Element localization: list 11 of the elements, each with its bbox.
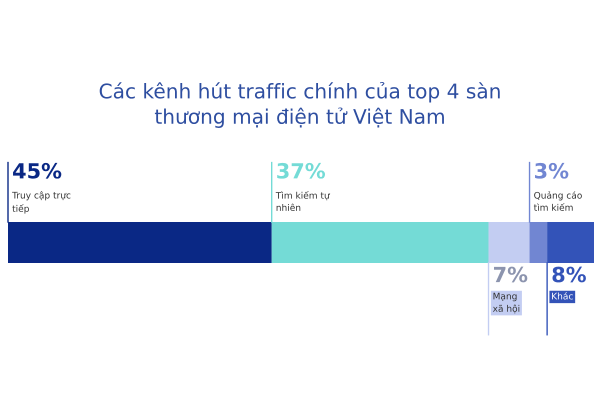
series-label: Truy cập trực tiếp	[12, 191, 70, 214]
data-label: 37%	[277, 162, 326, 179]
chart-title: Các kênh hút traffic chính của top 4 sàn thương mại điện tử Việt Nam	[100, 82, 500, 128]
text: Khác	[552, 292, 573, 300]
data-label: 45%	[13, 162, 62, 179]
data-label: 7%	[494, 266, 528, 282]
text: Mạng xã hội	[492, 292, 520, 314]
data-label: 8%	[552, 266, 586, 282]
series-label: Tìm kiếm tự nhiên	[276, 191, 330, 211]
data-label: 3%	[535, 162, 568, 179]
series-label: Quảng cáo tìm kiếm	[534, 191, 582, 211]
